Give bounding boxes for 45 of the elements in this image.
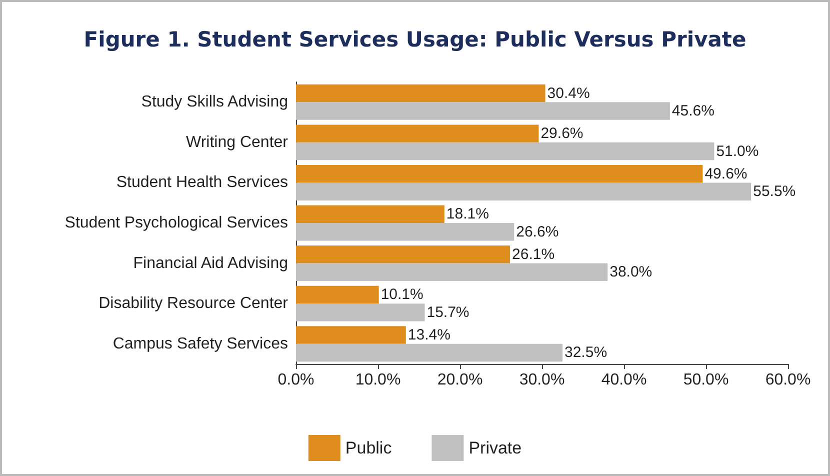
x-tick-label: 30.0% bbox=[519, 372, 565, 388]
bar bbox=[296, 84, 546, 102]
bar bbox=[296, 304, 425, 322]
y-tick-label: Campus Safety Services bbox=[112, 335, 288, 352]
y-tick-label: Student Psychological Services bbox=[64, 214, 288, 232]
data-label: 32.5% bbox=[564, 344, 608, 362]
bar bbox=[296, 102, 670, 120]
chart-title: Figure 1. Student Services Usage: Public Versus Private bbox=[84, 28, 746, 52]
bar bbox=[296, 246, 510, 264]
bar bbox=[296, 124, 539, 142]
y-tick-label: Study Skills Advising bbox=[141, 94, 288, 111]
y-tick-label: Student Health Services bbox=[116, 174, 288, 192]
data-label: 29.6% bbox=[540, 125, 584, 142]
x-tick-label: 20.0% bbox=[437, 372, 483, 388]
y-tick-label: Disability Resource Center bbox=[98, 295, 289, 312]
data-label: 10.1% bbox=[380, 286, 424, 304]
data-label: 38.0% bbox=[610, 264, 652, 281]
data-label: 26.6% bbox=[516, 223, 559, 240]
bar bbox=[296, 223, 514, 241]
data-label: 55.5% bbox=[753, 183, 796, 200]
bar bbox=[296, 164, 703, 183]
data-label: 49.6% bbox=[704, 165, 748, 182]
bar bbox=[296, 205, 444, 223]
x-tick-label: 10.0% bbox=[355, 372, 401, 388]
x-tick-label: 0.0% bbox=[278, 372, 314, 388]
x-tick-label: 60.0% bbox=[765, 372, 811, 388]
data-label: 26.1% bbox=[512, 246, 555, 263]
bar bbox=[296, 286, 379, 304]
y-tick-label: Financial Aid Advising bbox=[133, 254, 288, 272]
legend-label: Private bbox=[468, 438, 522, 458]
y-tick-label: Writing Center bbox=[186, 134, 289, 151]
bar bbox=[296, 326, 406, 344]
bar bbox=[296, 344, 562, 362]
bar bbox=[296, 182, 752, 200]
data-label: 30.4% bbox=[547, 84, 590, 102]
x-tick-label: 40.0% bbox=[601, 372, 647, 388]
data-label: 51.0% bbox=[716, 142, 759, 160]
x-tick-label: 50.0% bbox=[683, 372, 729, 388]
data-label: 13.4% bbox=[408, 326, 450, 344]
data-label: 15.7% bbox=[426, 304, 470, 321]
bar bbox=[296, 263, 608, 282]
data-label: 45.6% bbox=[672, 102, 714, 120]
data-label: 18.1% bbox=[446, 206, 489, 223]
bar bbox=[296, 142, 714, 160]
legend-label: Public bbox=[345, 438, 392, 458]
